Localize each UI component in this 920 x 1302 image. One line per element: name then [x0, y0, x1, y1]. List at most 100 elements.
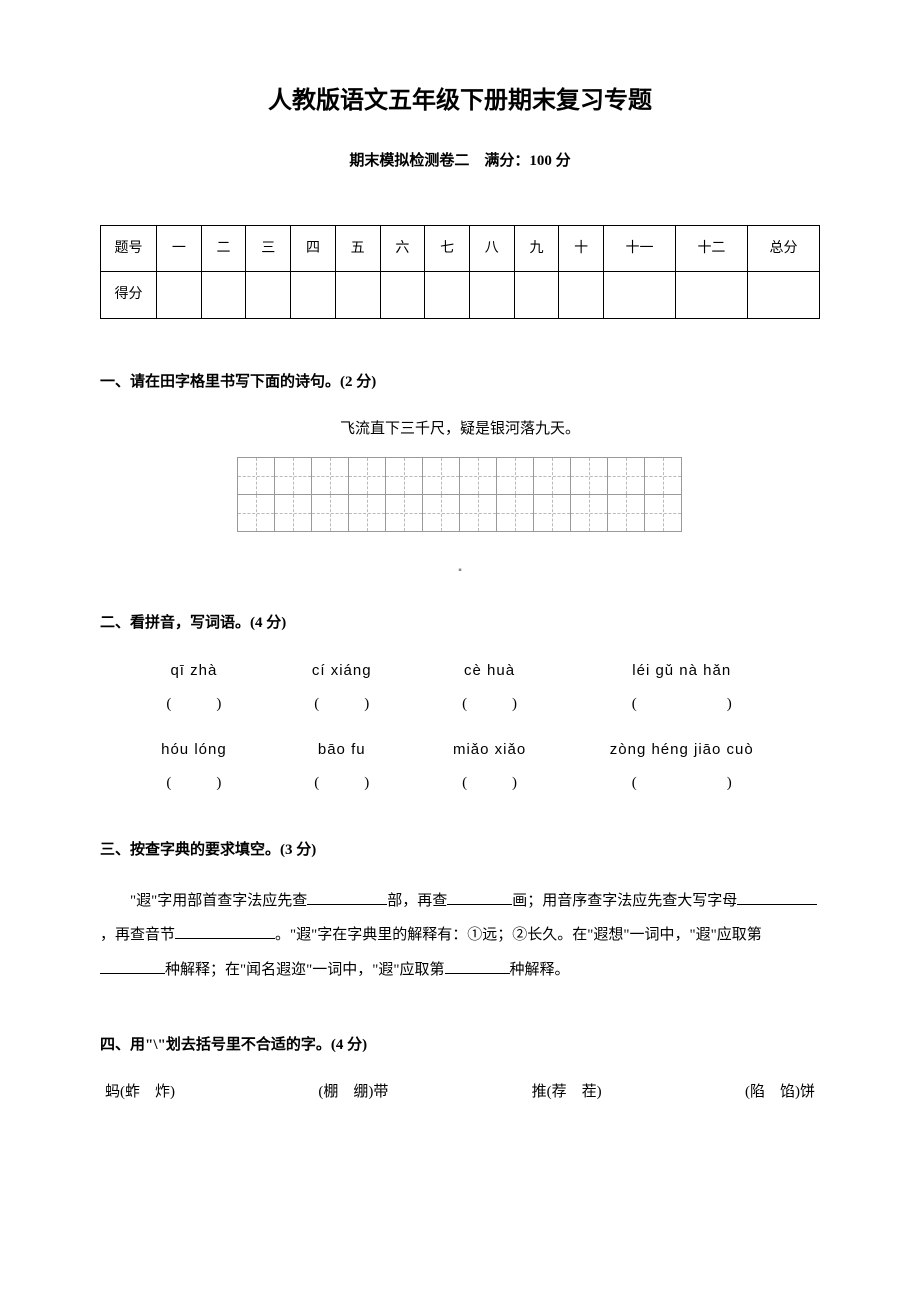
fill-blank	[175, 924, 275, 939]
col-header: 九	[514, 226, 559, 272]
tianzige-cell	[459, 457, 497, 495]
tianzige-cell	[644, 494, 682, 532]
tianzige-cell	[311, 494, 349, 532]
tianzige-cell	[385, 457, 423, 495]
score-cell	[291, 272, 336, 318]
tianzige-cell	[422, 457, 460, 495]
tianzige-cell	[274, 457, 312, 495]
tianzige-cell	[570, 494, 608, 532]
tianzige-cell	[274, 494, 312, 532]
document-subtitle: 期末模拟检测卷二 满分：100 分	[100, 148, 820, 175]
pinyin-item: zòng héng jiāo cuò	[563, 736, 800, 764]
pinyin-text: cè huà	[464, 662, 515, 679]
pinyin-text: hóu lóng	[161, 741, 227, 758]
text-part: 画；用音序查字法应先查大写字母	[512, 893, 737, 909]
answer-paren: ( )	[120, 770, 268, 797]
document-title: 人教版语文五年级下册期末复习专题	[100, 80, 820, 123]
col-header: 四	[291, 226, 336, 272]
pinyin-item: bāo fu	[268, 736, 416, 764]
score-cell	[425, 272, 470, 318]
pinyin-item: cè huà	[416, 657, 564, 685]
section-1-heading: 一、请在田字格里书写下面的诗句。(2 分)	[100, 369, 820, 396]
tianzige-cell	[422, 494, 460, 532]
section-3-body: "遐"字用部首查字法应先查部，再查画；用音序查字法应先查大写字母，再查音节。"遐…	[100, 884, 820, 988]
poem-text: 飞流直下三千尺，疑是银河落九天。	[100, 416, 820, 443]
pinyin-row: hóu lóng bāo fu miǎo xiǎo zòng héng jiāo cu…	[120, 736, 800, 764]
col-header: 十	[559, 226, 604, 272]
col-header: 一	[157, 226, 202, 272]
fill-blank	[307, 890, 387, 905]
answer-paren: ( )	[268, 691, 416, 718]
col-header: 五	[335, 226, 380, 272]
pinyin-text: qī zhà	[170, 662, 217, 679]
col-header: 二	[201, 226, 246, 272]
pinyin-item: qī zhà	[120, 657, 268, 685]
choice-item: 蚂(蚱 炸)	[105, 1079, 175, 1106]
answer-paren: ( )	[268, 770, 416, 797]
fill-blank	[100, 959, 165, 974]
score-cell	[675, 272, 747, 318]
section-4-heading: 四、用"\"划去括号里不合适的字。(4 分)	[100, 1032, 820, 1059]
tianzige-grid	[238, 458, 682, 532]
answer-paren: ( )	[563, 691, 800, 718]
table-row: 题号 一 二 三 四 五 六 七 八 九 十 十一 十二 总分	[101, 226, 820, 272]
col-header: 六	[380, 226, 425, 272]
choice-item: (陷 馅)饼	[745, 1079, 815, 1106]
center-marker: ▪	[100, 562, 820, 580]
score-cell	[335, 272, 380, 318]
tianzige-cell	[348, 494, 386, 532]
col-header: 七	[425, 226, 470, 272]
section-3-heading: 三、按查字典的要求填空。(3 分)	[100, 837, 820, 864]
tianzige-cell	[607, 457, 645, 495]
col-header: 八	[469, 226, 514, 272]
score-cell	[514, 272, 559, 318]
score-cell	[469, 272, 514, 318]
pinyin-text: miǎo xiǎo	[453, 741, 526, 758]
answer-paren: ( )	[416, 691, 564, 718]
tianzige-row	[238, 458, 682, 495]
tianzige-cell	[533, 457, 571, 495]
score-cell	[559, 272, 604, 318]
answer-paren: ( )	[563, 770, 800, 797]
col-header: 三	[246, 226, 291, 272]
table-row: 得分	[101, 272, 820, 318]
col-header: 十一	[604, 226, 676, 272]
pinyin-text: léi gǔ nà hǎn	[632, 662, 731, 679]
choice-item: 推(荐 茬)	[532, 1079, 602, 1106]
score-cell	[201, 272, 246, 318]
score-cell	[246, 272, 291, 318]
tianzige-cell	[533, 494, 571, 532]
tianzige-cell	[607, 494, 645, 532]
pinyin-item: léi gǔ nà hǎn	[563, 657, 800, 685]
paren-row: ( )( )( )( )	[120, 770, 800, 797]
tianzige-cell	[496, 494, 534, 532]
row-label: 题号	[101, 226, 157, 272]
fill-blank	[447, 890, 512, 905]
text-part: 种解释；在"闻名遐迩"一词中，"遐"应取第	[165, 962, 445, 978]
tianzige-cell	[644, 457, 682, 495]
answer-paren: ( )	[120, 691, 268, 718]
col-header: 总分	[747, 226, 819, 272]
choice-item: (棚 绷)带	[318, 1079, 388, 1106]
row-label: 得分	[101, 272, 157, 318]
fill-blank	[445, 959, 510, 974]
pinyin-section: qī zhàcí xiángcè huàléi gǔ nà hǎn( )( )(…	[100, 657, 820, 797]
pinyin-row: qī zhà cí xiáng cè huà léi gǔ nà hǎn	[120, 657, 800, 685]
tianzige-cell	[496, 457, 534, 495]
paren-row: ( )( )( )( )	[120, 691, 800, 718]
score-cell	[157, 272, 202, 318]
tianzige-cell	[459, 494, 497, 532]
pinyin-text: cí xiáng	[312, 662, 372, 679]
score-cell	[747, 272, 819, 318]
text-part: ，再查音节	[100, 927, 175, 943]
text-part: 种解释。	[510, 962, 570, 978]
tianzige-cell	[385, 494, 423, 532]
pinyin-text: bāo fu	[318, 741, 366, 758]
text-part: 。"遐"字在字典里的解释有：①远；②长久。在"遐想"一词中，"遐"应取第	[275, 927, 762, 943]
tianzige-cell	[237, 494, 275, 532]
tianzige-row	[238, 495, 682, 532]
tianzige-cell	[570, 457, 608, 495]
text-part: 部，再查	[387, 893, 447, 909]
tianzige-cell	[348, 457, 386, 495]
section-4-row: 蚂(蚱 炸) (棚 绷)带 推(荐 茬) (陷 馅)饼	[100, 1079, 820, 1106]
